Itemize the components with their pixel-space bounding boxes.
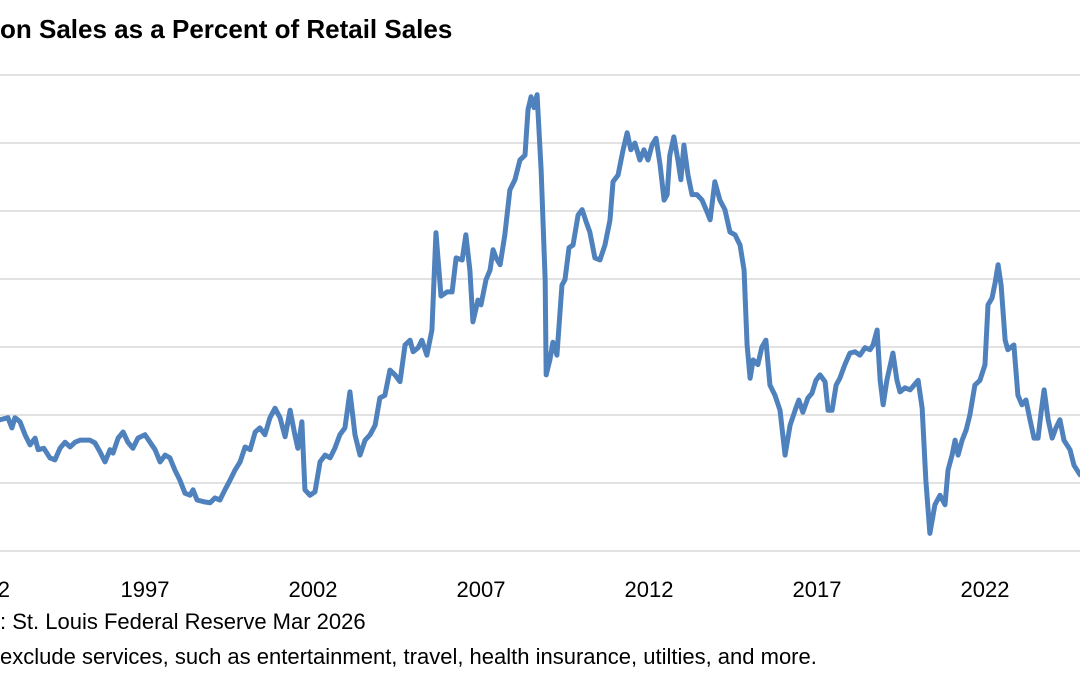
x-tick-label: 2022 <box>961 577 1010 602</box>
data-line <box>0 92 1080 536</box>
x-tick-label: 2007 <box>457 577 506 602</box>
x-tick-label: 2002 <box>289 577 338 602</box>
x-tick-label: 2012 <box>625 577 674 602</box>
source: : St. Louis Federal Reserve Mar 2026 <box>0 609 366 634</box>
x-tick-label: 2 <box>0 577 10 602</box>
chart-title: on Sales as a Percent of Retail Sales <box>0 14 452 44</box>
x-tick-label: 2017 <box>793 577 842 602</box>
note: exclude services, such as entertainment,… <box>0 644 817 669</box>
x-tick-label: 1997 <box>121 577 170 602</box>
